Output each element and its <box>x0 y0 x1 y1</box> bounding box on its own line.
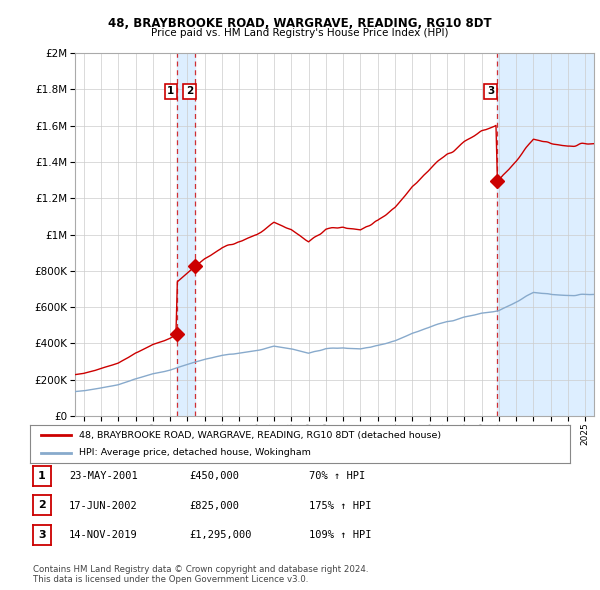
Text: 48, BRAYBROOKE ROAD, WARGRAVE, READING, RG10 8DT (detached house): 48, BRAYBROOKE ROAD, WARGRAVE, READING, … <box>79 431 441 440</box>
Text: £825,000: £825,000 <box>189 501 239 510</box>
Text: £450,000: £450,000 <box>189 471 239 481</box>
Text: 23-MAY-2001: 23-MAY-2001 <box>69 471 138 481</box>
Text: 17-JUN-2002: 17-JUN-2002 <box>69 501 138 510</box>
Text: 70% ↑ HPI: 70% ↑ HPI <box>309 471 365 481</box>
Text: This data is licensed under the Open Government Licence v3.0.: This data is licensed under the Open Gov… <box>33 575 308 584</box>
Text: 175% ↑ HPI: 175% ↑ HPI <box>309 501 371 510</box>
Text: 2: 2 <box>185 86 193 96</box>
Text: 3: 3 <box>487 86 494 96</box>
Text: 1: 1 <box>38 471 46 480</box>
Text: 1: 1 <box>167 86 175 96</box>
Text: £1,295,000: £1,295,000 <box>189 530 251 540</box>
Text: HPI: Average price, detached house, Wokingham: HPI: Average price, detached house, Woki… <box>79 448 310 457</box>
Text: Price paid vs. HM Land Registry's House Price Index (HPI): Price paid vs. HM Land Registry's House … <box>151 28 449 38</box>
Text: 2: 2 <box>38 500 46 510</box>
Bar <box>177 53 196 416</box>
Bar <box>497 53 594 416</box>
Text: 3: 3 <box>38 530 46 539</box>
Text: 109% ↑ HPI: 109% ↑ HPI <box>309 530 371 540</box>
Text: Contains HM Land Registry data © Crown copyright and database right 2024.: Contains HM Land Registry data © Crown c… <box>33 565 368 574</box>
Text: 48, BRAYBROOKE ROAD, WARGRAVE, READING, RG10 8DT: 48, BRAYBROOKE ROAD, WARGRAVE, READING, … <box>108 17 492 30</box>
Text: 14-NOV-2019: 14-NOV-2019 <box>69 530 138 540</box>
